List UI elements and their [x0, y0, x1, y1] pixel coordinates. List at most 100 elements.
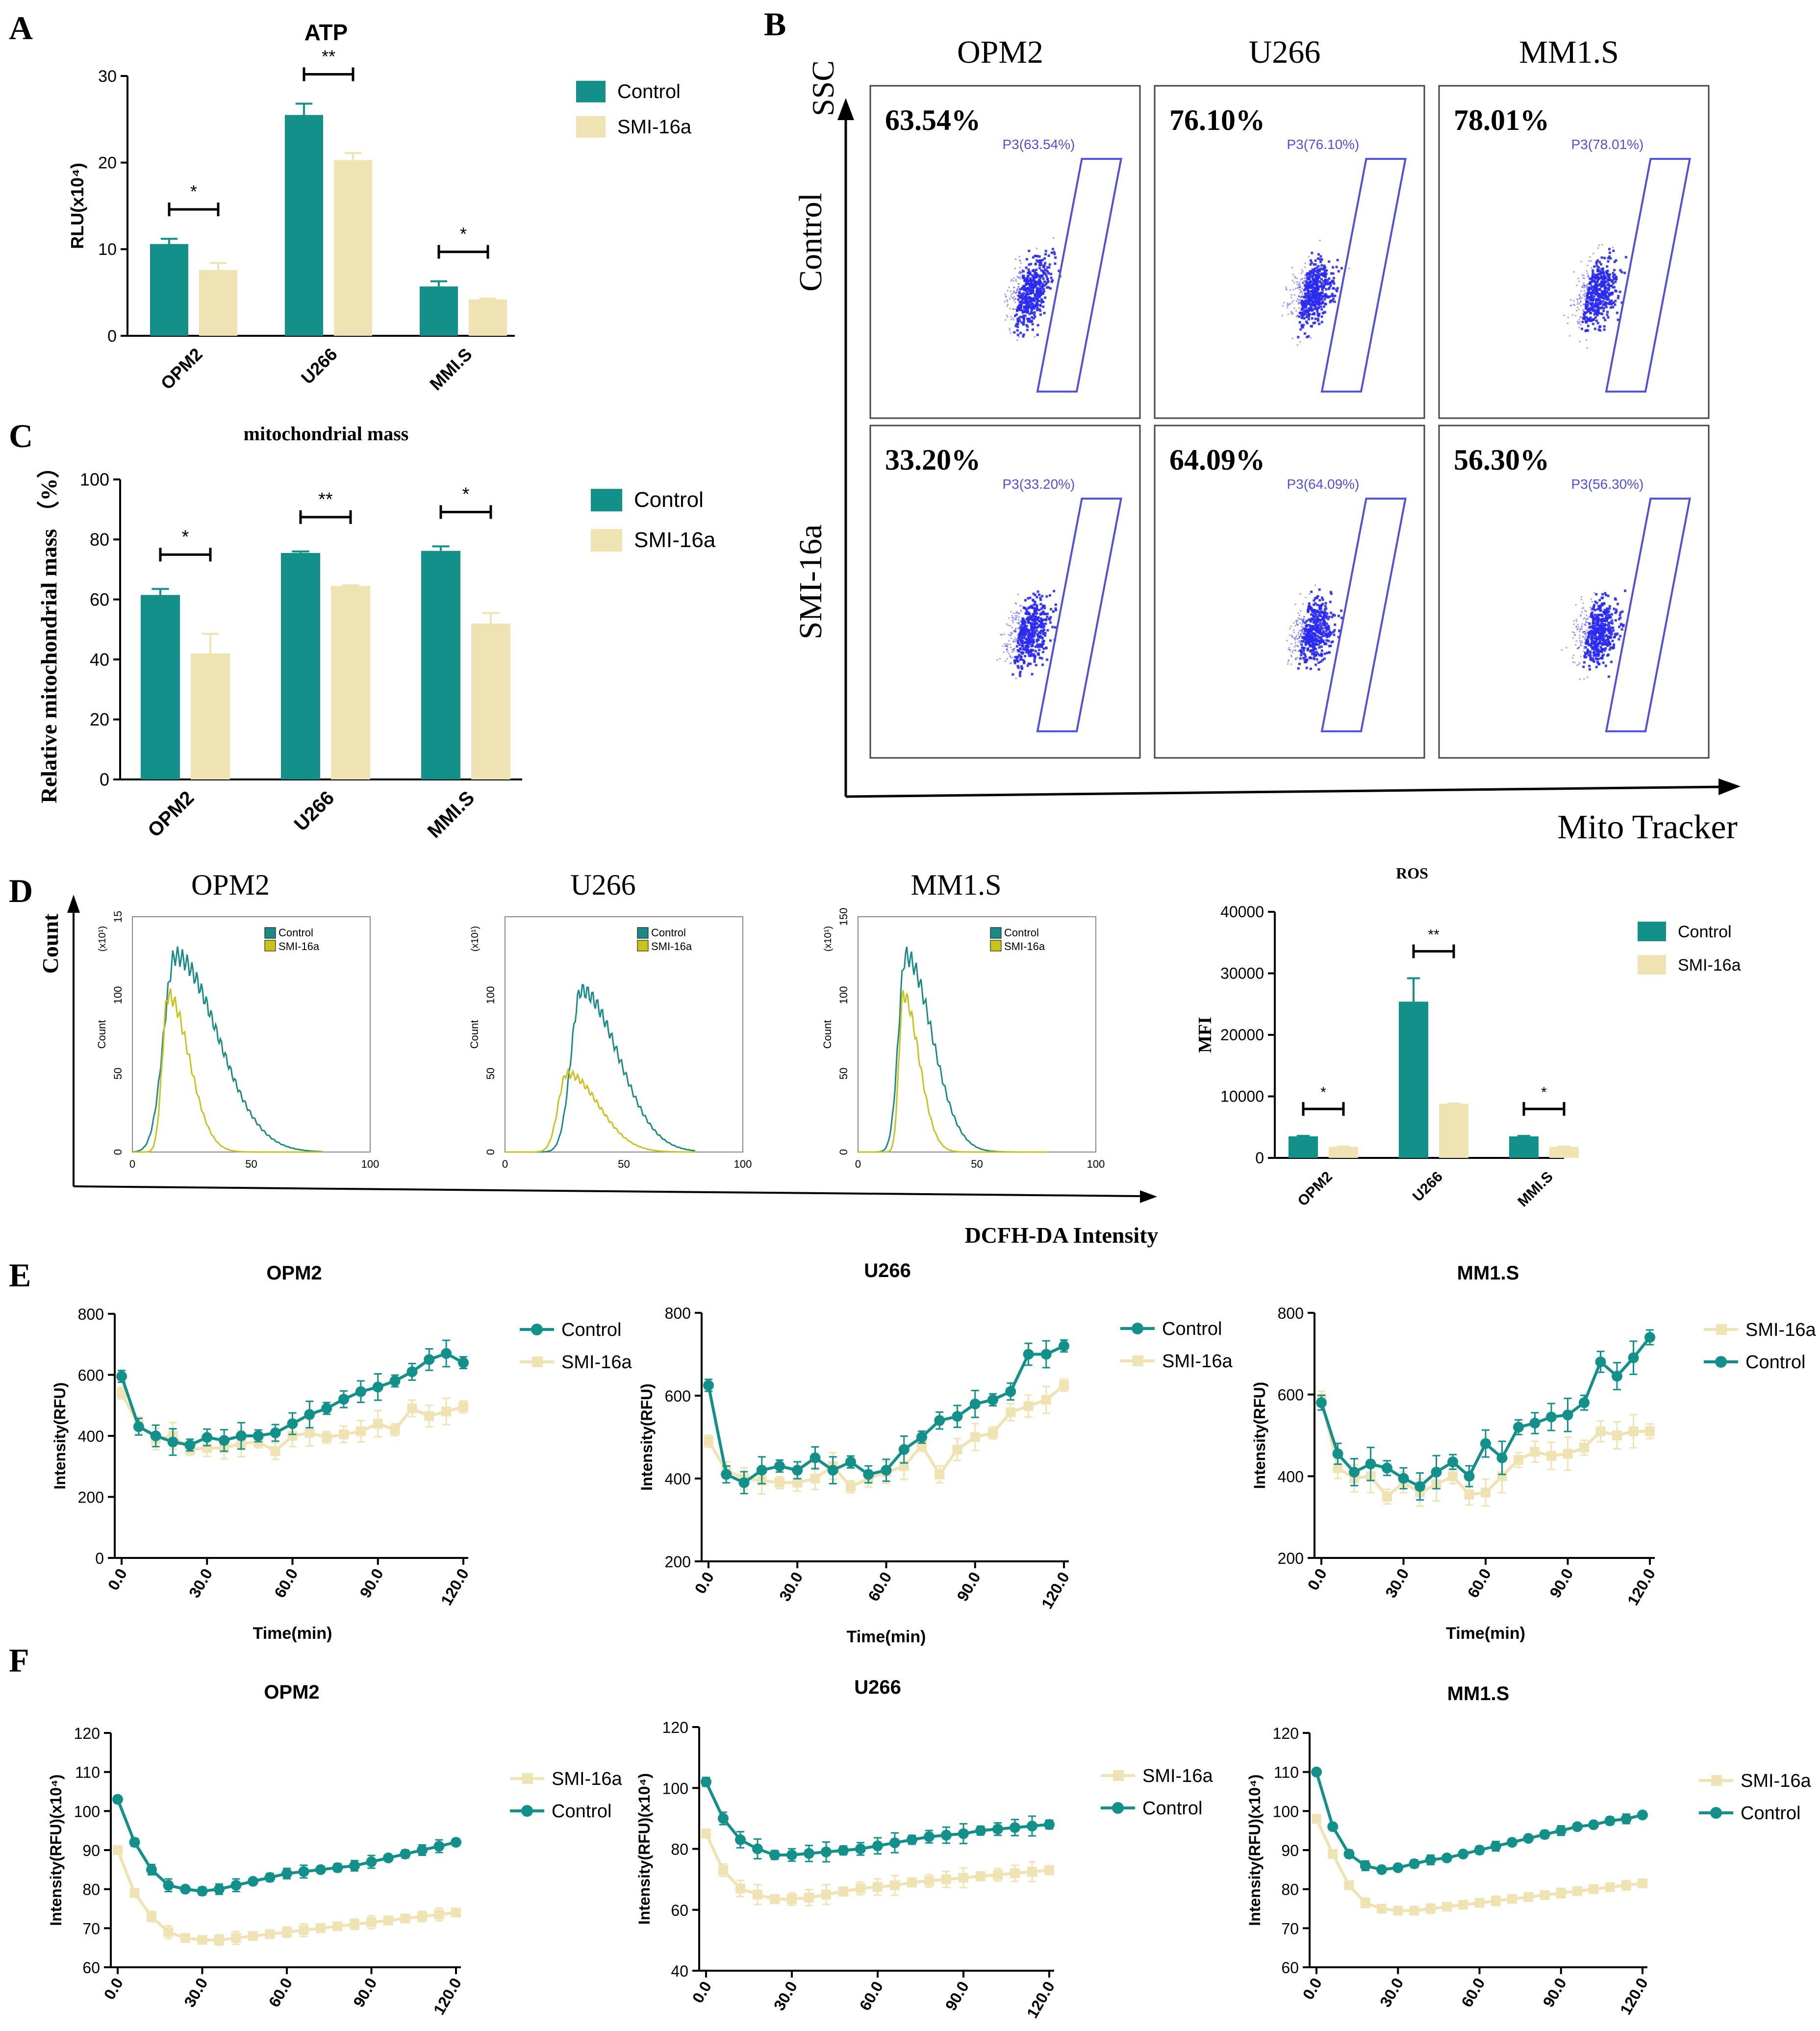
scatter-dot: [1032, 638, 1035, 641]
y-axis-title: Intensity(RFU)(x10⁴): [1246, 1774, 1264, 1926]
scatter-dot: [1304, 278, 1306, 279]
scatter-dot: [1304, 303, 1307, 306]
data-point-smi-16a: [180, 1933, 190, 1943]
scatter-dot: [1581, 297, 1583, 299]
scatter-dot: [1021, 639, 1024, 642]
data-point-smi-16a: [1023, 1401, 1034, 1411]
scatter-dot: [1289, 303, 1290, 305]
scatter-dot: [1588, 260, 1590, 262]
scatter-dot: [1598, 638, 1600, 641]
scatter-dot: [1027, 287, 1030, 290]
data-point-control: [1316, 1397, 1327, 1408]
category-label: MMI.S: [1515, 1169, 1556, 1210]
data-point-smi-16a: [1464, 1489, 1474, 1500]
scatter-dot: [1018, 277, 1020, 279]
scatter-dot: [1026, 302, 1029, 305]
scatter-dot: [1006, 305, 1008, 307]
scatter-dot: [1303, 658, 1306, 661]
scatter-dot: [1317, 626, 1320, 629]
scatter-dot: [1580, 301, 1582, 302]
scatter-dot: [1292, 650, 1294, 652]
scatter-dot: [1025, 258, 1028, 261]
scatter-dot: [1575, 315, 1577, 317]
legend-marker-smi-16a: [522, 1773, 533, 1784]
scatter-dot: [1612, 247, 1614, 249]
scatter-dot: [1592, 276, 1594, 279]
scatter-dot: [1320, 653, 1323, 656]
data-point-control: [1513, 1422, 1524, 1433]
scatter-dot: [1590, 629, 1592, 632]
scatter-dot: [1307, 635, 1310, 638]
scatter-dot: [1312, 286, 1314, 289]
scatter-dot: [1593, 619, 1596, 622]
scatter-dot: [1045, 619, 1047, 622]
scatter-dot: [1006, 648, 1008, 650]
scatter-dot: [1586, 270, 1588, 272]
scatter-dot: [1053, 252, 1056, 255]
scatter-dot: [1293, 281, 1295, 283]
scatter-dot: [1292, 274, 1294, 276]
scatter-dot: [1037, 620, 1040, 623]
scatter-dot: [1328, 286, 1331, 289]
y-tick-label: 10: [98, 240, 117, 259]
scatter-dot: [1597, 636, 1600, 639]
scatter-dot: [1611, 293, 1614, 296]
scatter-dot: [1587, 639, 1590, 642]
scatter-dot: [1024, 314, 1027, 317]
scatter-dot: [1586, 308, 1589, 311]
data-point-control: [792, 1465, 803, 1476]
scatter-dot: [1609, 621, 1612, 624]
scatter-dot: [1020, 636, 1023, 639]
scatter-dot: [1593, 613, 1596, 616]
scatter-dot: [1040, 299, 1043, 302]
scatter-dot: [1573, 271, 1575, 273]
scatter-dot: [1314, 648, 1317, 651]
scatter-dot: [1575, 618, 1577, 620]
scatter-dot: [1301, 635, 1303, 637]
scatter-dot: [1319, 281, 1322, 284]
scatter-dot: [1054, 607, 1057, 610]
scatter-dot: [1301, 278, 1303, 280]
scatter-dot: [1307, 272, 1309, 275]
scatter-dot: [1588, 636, 1591, 639]
data-point-smi-16a: [993, 1870, 1003, 1880]
scatter-dot: [1033, 603, 1036, 606]
data-point-smi-16a: [775, 1478, 784, 1488]
scatter-dot: [1593, 651, 1596, 653]
scatter-dot: [1582, 631, 1584, 632]
scatter-dot: [1316, 617, 1319, 620]
y-tick-label: 120: [74, 1725, 100, 1742]
scatter-dot: [1293, 631, 1295, 633]
scatter-dot: [1013, 296, 1015, 298]
scatter-dot: [1329, 300, 1332, 302]
scatter-dot: [1308, 283, 1311, 286]
legend-label: SMI-16a: [561, 1352, 632, 1373]
scatter-dot: [1019, 266, 1021, 268]
scatter-dot: [1022, 320, 1025, 323]
scatter-dot: [1583, 311, 1585, 313]
scatter-dot: [1328, 632, 1331, 635]
scatter-dot: [1333, 629, 1336, 632]
scatter-dot: [1608, 631, 1611, 634]
scatter-dot: [1015, 656, 1018, 659]
scatter-dot: [1298, 303, 1299, 305]
panel-label-e: E: [9, 1256, 31, 1294]
scatter-dot: [1594, 652, 1597, 655]
scatter-dot: [1018, 643, 1021, 646]
scatter-dot: [1309, 263, 1312, 266]
scatter-dot: [1314, 292, 1316, 295]
scatter-dot: [1311, 633, 1314, 636]
data-point-control: [116, 1371, 127, 1382]
scatter-dot: [1580, 316, 1582, 318]
scatter-dot: [1299, 299, 1301, 301]
scatter-dot: [1598, 613, 1601, 616]
scatter-dot: [1027, 268, 1030, 271]
scatter-dot: [1028, 296, 1031, 299]
scatter-dot: [1050, 608, 1053, 611]
histogram-legend-swatch-control: [637, 927, 649, 939]
scatter-dot: [1027, 662, 1030, 665]
scatter-dot: [1309, 626, 1312, 629]
data-point-smi-16a: [718, 1865, 728, 1875]
scatter-dot: [1013, 648, 1015, 649]
